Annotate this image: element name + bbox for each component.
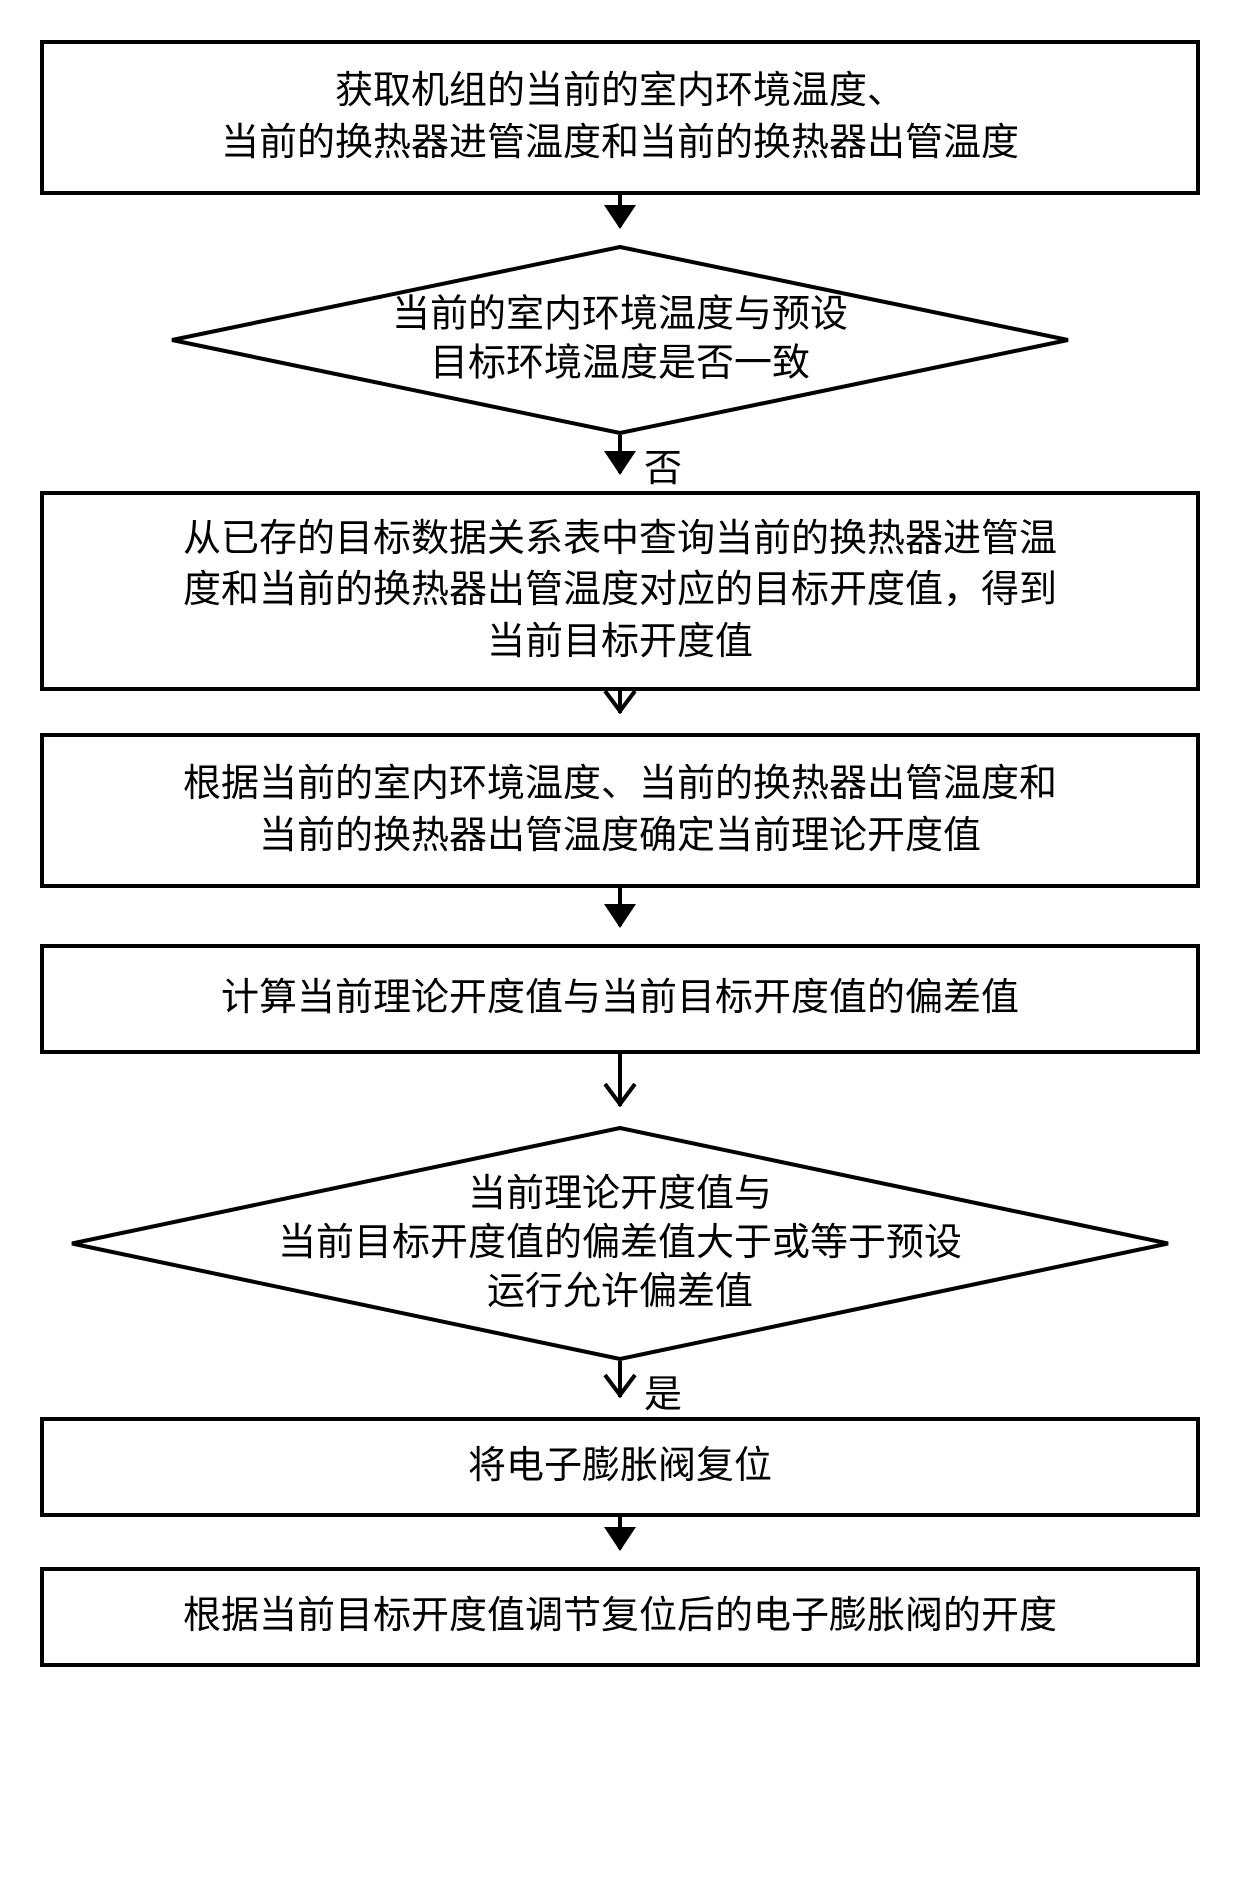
decision-text-line: 目标环境温度是否一致 — [238, 340, 1003, 389]
decision-text: 当前理论开度值与当前目标开度值的偏差值大于或等于预设运行允许偏差值 — [153, 1169, 1088, 1317]
decision-box: 当前的室内环境温度与预设目标环境温度是否一致 — [40, 245, 1200, 435]
decision-text: 当前的室内环境温度与预设目标环境温度是否一致 — [238, 291, 1003, 390]
arrow-head — [603, 1373, 637, 1399]
process-box: 计算当前理论开度值与当前目标开度值的偏差值 — [40, 944, 1200, 1054]
arrow-line — [618, 1361, 622, 1397]
arrow-line — [618, 435, 622, 473]
process-text-line: 当前的换热器出管温度确定当前理论开度值 — [64, 811, 1176, 862]
process-text-line: 将电子膨胀阀复位 — [64, 1441, 1176, 1492]
decision-text-line: 当前理论开度值与 — [153, 1169, 1088, 1218]
process-box: 从已存的目标数据关系表中查询当前的换热器进管温度和当前的换热器出管温度对应的目标… — [40, 491, 1200, 691]
decision-text-line: 运行允许偏差值 — [153, 1268, 1088, 1317]
arrow-line — [618, 1054, 622, 1106]
process-box: 获取机组的当前的室内环境温度、当前的换热器进管温度和当前的换热器出管温度 — [40, 40, 1200, 195]
decision-box: 当前理论开度值与当前目标开度值的偏差值大于或等于预设运行允许偏差值 — [40, 1126, 1200, 1361]
decision-text-line: 当前的室内环境温度与预设 — [238, 291, 1003, 340]
flowchart: 获取机组的当前的室内环境温度、当前的换热器进管温度和当前的换热器出管温度当前的室… — [40, 40, 1200, 1667]
process-text-line: 当前的换热器进管温度和当前的换热器出管温度 — [64, 118, 1176, 169]
arrow-line — [618, 195, 622, 227]
arrow-head — [604, 1527, 636, 1551]
process-box: 根据当前目标开度值调节复位后的电子膨胀阀的开度 — [40, 1567, 1200, 1667]
flow-arrow — [40, 195, 1200, 245]
process-text-line: 计算当前理论开度值与当前目标开度值的偏差值 — [64, 973, 1176, 1024]
arrow-line — [618, 691, 622, 713]
process-text-line: 根据当前的室内环境温度、当前的换热器出管温度和 — [64, 759, 1176, 810]
arrow-line — [618, 888, 622, 926]
edge-label: 是 — [644, 1363, 682, 1418]
arrow-head — [603, 689, 637, 715]
process-box: 将电子膨胀阀复位 — [40, 1417, 1200, 1517]
flow-arrow — [40, 1054, 1200, 1126]
process-text-line: 从已存的目标数据关系表中查询当前的换热器进管温 — [64, 514, 1176, 565]
arrow-head — [604, 451, 636, 475]
process-box: 根据当前的室内环境温度、当前的换热器出管温度和当前的换热器出管温度确定当前理论开… — [40, 733, 1200, 888]
arrow-head — [604, 205, 636, 229]
arrow-line — [618, 1517, 622, 1549]
flow-arrow — [40, 1517, 1200, 1567]
process-text-line: 获取机组的当前的室内环境温度、 — [64, 66, 1176, 117]
flow-arrow — [40, 888, 1200, 944]
flow-arrow — [40, 691, 1200, 733]
decision-text-line: 当前目标开度值的偏差值大于或等于预设 — [153, 1219, 1088, 1268]
edge-label: 否 — [644, 437, 682, 492]
process-text-line: 度和当前的换热器出管温度对应的目标开度值，得到 — [64, 565, 1176, 616]
flow-arrow: 否 — [40, 435, 1200, 491]
process-text-line: 根据当前目标开度值调节复位后的电子膨胀阀的开度 — [64, 1591, 1176, 1642]
flow-arrow: 是 — [40, 1361, 1200, 1417]
process-text-line: 当前目标开度值 — [64, 617, 1176, 668]
arrow-head — [603, 1082, 637, 1108]
arrow-head — [604, 904, 636, 928]
